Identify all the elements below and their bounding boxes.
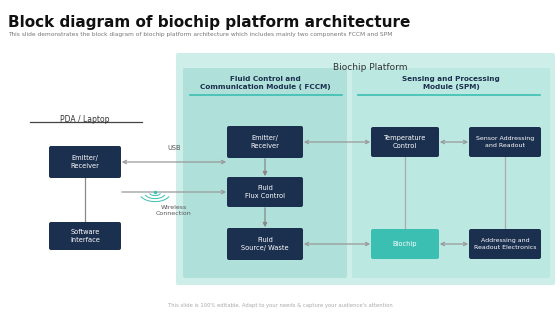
Text: Biochip Platform: Biochip Platform [333, 63, 407, 72]
Text: Addressing and
Readout Electronics: Addressing and Readout Electronics [474, 238, 536, 249]
Text: Emitter/
Receiver: Emitter/ Receiver [71, 155, 100, 169]
Text: USB: USB [167, 145, 181, 151]
FancyBboxPatch shape [183, 68, 347, 278]
Text: Sensing and Processing
Module (SPM): Sensing and Processing Module (SPM) [402, 76, 500, 90]
FancyBboxPatch shape [227, 228, 303, 260]
Text: Temperature
Control: Temperature Control [384, 135, 426, 149]
Text: Biochip: Biochip [393, 241, 417, 247]
FancyBboxPatch shape [227, 177, 303, 207]
Text: Fluid
Flux Control: Fluid Flux Control [245, 185, 285, 199]
FancyBboxPatch shape [49, 146, 121, 178]
Text: This slide demonstrates the block diagram of biochip platform architecture which: This slide demonstrates the block diagra… [8, 32, 393, 37]
FancyBboxPatch shape [469, 229, 541, 259]
Text: Fluid
Source/ Waste: Fluid Source/ Waste [241, 237, 289, 251]
Text: This slide is 100% editable. Adapt to your needs & capture your audience's atten: This slide is 100% editable. Adapt to yo… [167, 303, 393, 308]
FancyBboxPatch shape [176, 53, 555, 285]
Text: Fluid Control and
Communication Module ( FCCM): Fluid Control and Communication Module (… [200, 76, 330, 90]
Text: Wireless
Connection: Wireless Connection [156, 205, 192, 216]
FancyBboxPatch shape [371, 127, 439, 157]
Text: PDA / Laptop: PDA / Laptop [60, 115, 110, 124]
FancyBboxPatch shape [371, 229, 439, 259]
FancyBboxPatch shape [352, 68, 550, 278]
FancyBboxPatch shape [227, 126, 303, 158]
FancyBboxPatch shape [469, 127, 541, 157]
FancyBboxPatch shape [49, 222, 121, 250]
Text: Sensor Addressing
and Readout: Sensor Addressing and Readout [476, 136, 534, 148]
Text: Software
Interface: Software Interface [70, 229, 100, 243]
Text: Block diagram of biochip platform architecture: Block diagram of biochip platform archit… [8, 15, 410, 30]
Text: Emitter/
Receiver: Emitter/ Receiver [250, 135, 279, 149]
